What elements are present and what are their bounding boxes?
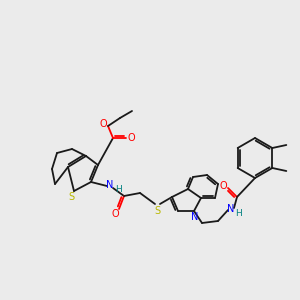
Text: O: O: [99, 119, 107, 129]
Text: O: O: [111, 209, 119, 219]
Text: H: H: [236, 209, 242, 218]
Text: N: N: [106, 180, 114, 190]
Text: N: N: [191, 212, 199, 222]
Text: H: H: [115, 185, 122, 194]
Text: O: O: [219, 181, 227, 191]
Text: S: S: [68, 192, 74, 202]
Text: S: S: [154, 206, 160, 216]
Text: N: N: [227, 204, 235, 214]
Text: O: O: [127, 133, 135, 143]
